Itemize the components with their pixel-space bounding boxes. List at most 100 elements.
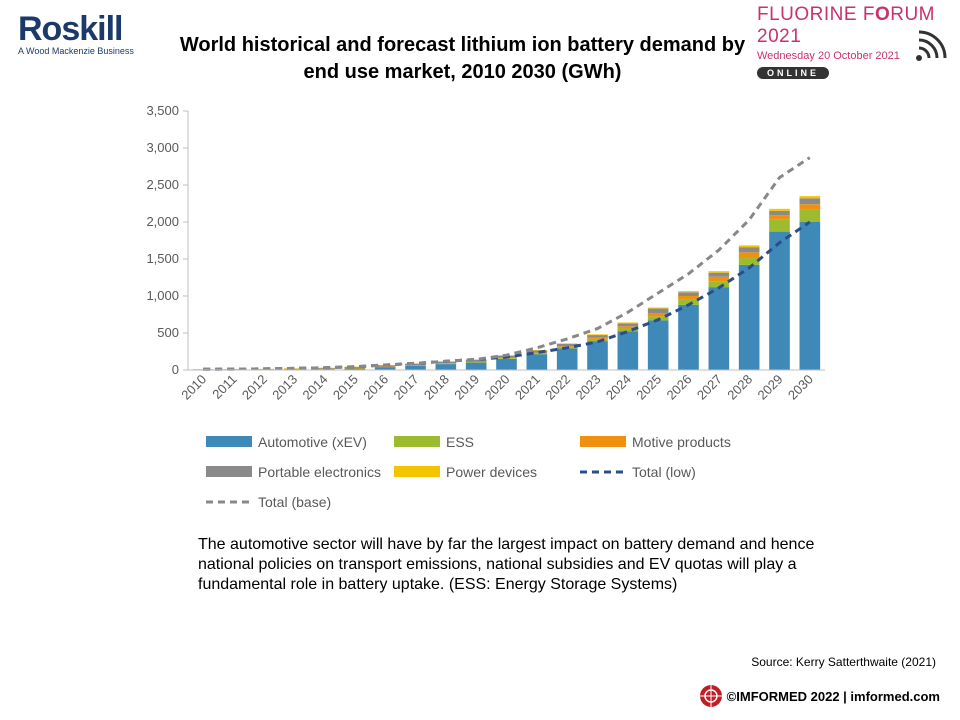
bar-portable-2022 [556, 343, 578, 347]
x-tick-label: 2024 [603, 372, 634, 403]
bar-power-2030 [799, 196, 821, 199]
x-tick-label: 2028 [724, 372, 755, 403]
bar-ess-2026 [678, 299, 699, 305]
bar-motive-2030 [799, 204, 821, 210]
bar-automotive-2028 [738, 264, 760, 370]
bar-automotive-2029 [769, 231, 790, 370]
x-axis: 2010 2011 2012 2013 2014 2015 2016 2017 2018 2019… [178, 369, 825, 403]
legend-swatch-automotive [206, 436, 252, 447]
legend-swatch-ess [394, 436, 440, 447]
x-tick-label: 2013 [269, 372, 300, 403]
y-tick-label: 2,000 [146, 214, 179, 229]
y-tick-label: 2,500 [146, 177, 179, 192]
bar-motive-2023 [587, 337, 608, 339]
x-tick-label: 2017 [391, 372, 422, 403]
bar-motive-2028 [738, 252, 760, 258]
legend-label-automotive: Automotive (xEV) [258, 434, 367, 450]
legend-label-ess: ESS [446, 434, 474, 450]
bar-portable-2019 [465, 359, 487, 362]
forum-name: FLUORINE FORUM 2021 [757, 4, 936, 47]
bar-portable-2026 [678, 292, 699, 296]
bar-automotive-2021 [526, 354, 548, 370]
legend-label-total_low: Total (low) [632, 464, 696, 480]
x-tick-label: 2020 [482, 372, 513, 403]
bar-ess-2027 [708, 281, 730, 288]
logo-name: Roskill [18, 10, 123, 48]
bar-automotive-2016 [374, 367, 396, 370]
description: The automotive sector will have by far t… [198, 536, 815, 593]
bar-ess-2018 [435, 363, 457, 365]
footer-copyright: ©IMFORMED 2022 | imformed.com [726, 688, 940, 704]
bar-portable-2025 [647, 308, 669, 314]
legend-label-total_base: Total (base) [258, 494, 331, 510]
bar-portable-2015 [344, 366, 366, 369]
x-tick-label: 2025 [633, 372, 664, 403]
y-tick-label: 1,500 [146, 251, 179, 266]
x-tick-label: 2023 [573, 372, 604, 403]
bar-ess-2030 [799, 209, 821, 222]
bar-automotive-2019 [465, 362, 487, 370]
bar-power-2025 [647, 307, 669, 309]
wifi-icon [916, 30, 947, 61]
bar-power-2026 [678, 291, 699, 293]
bar-power-2021 [526, 350, 548, 351]
source-note: Source: Kerry Satterthwaite (2021) [751, 655, 936, 669]
bar-automotive-2030 [799, 222, 821, 370]
bar-ess-2024 [617, 328, 639, 332]
bar-motive-2026 [678, 296, 699, 300]
bar-portable-2027 [708, 272, 730, 277]
legend-label-portable: Portable electronics [258, 464, 381, 480]
bar-motive-2018 [435, 363, 457, 364]
x-tick-label: 2018 [421, 372, 452, 403]
x-tick-label: 2029 [755, 372, 786, 403]
bar-portable-2017 [405, 363, 426, 366]
bar-motive-2021 [526, 352, 548, 354]
trend-lines [203, 156, 811, 371]
bar-ess-2029 [769, 219, 790, 232]
x-tick-label: 2027 [694, 372, 725, 403]
bar-power-2019 [465, 359, 487, 360]
x-tick-label: 2012 [239, 372, 270, 403]
x-tick-label: 2014 [300, 372, 331, 403]
bar-automotive-2025 [647, 320, 669, 370]
x-tick-label: 2021 [512, 372, 543, 403]
y-tick-label: 0 [172, 362, 179, 377]
bar-portable-2023 [587, 335, 608, 338]
x-tick-label: 2019 [451, 372, 482, 403]
legend-swatch-portable [206, 466, 252, 477]
legend-swatch-motive [580, 436, 626, 447]
bar-automotive-2018 [435, 364, 457, 370]
bar-ess-2028 [738, 257, 760, 265]
bar-portable-2024 [617, 323, 639, 327]
x-tick-label: 2016 [360, 372, 391, 403]
bar-motive-2017 [405, 365, 426, 366]
bar-motive-2024 [617, 326, 639, 329]
bar-motive-2027 [708, 276, 730, 282]
bar-motive-2016 [374, 366, 396, 368]
bar-automotive-2017 [405, 365, 426, 370]
legend: Automotive (xEV) ESS Motive products Portab… [206, 434, 731, 510]
x-tick-label: 2026 [664, 372, 695, 403]
imformed-logo-icon [699, 685, 722, 707]
bar-portable-2029 [769, 210, 790, 216]
y-tick-label: 500 [157, 325, 179, 340]
bar-ess-2019 [465, 362, 487, 363]
legend-swatch-power [394, 466, 440, 477]
bar-automotive-2015 [344, 368, 366, 370]
roskill-logo: Roskill A Wood Mackenzie Business [18, 10, 158, 56]
x-tick-label: 2015 [330, 372, 361, 403]
y-tick-label: 3,000 [146, 140, 179, 155]
bar-motive-2015 [344, 368, 366, 369]
bar-power-2015 [344, 366, 366, 368]
line-total_base [203, 156, 811, 371]
bar-motive-2029 [769, 215, 790, 220]
bar-portable-2030 [799, 198, 821, 205]
y-axis: 0 500 1,000 1,500 2,000 2,500 3,000 3,500 [146, 103, 189, 377]
forum-online-badge: ONLINE [757, 67, 830, 79]
bar-automotive-2023 [587, 341, 608, 370]
bar-ess-2017 [405, 365, 426, 366]
y-tick-label: 3,500 [146, 103, 179, 118]
bar-motive-2019 [465, 361, 487, 363]
legend-label-power: Power devices [446, 464, 537, 480]
